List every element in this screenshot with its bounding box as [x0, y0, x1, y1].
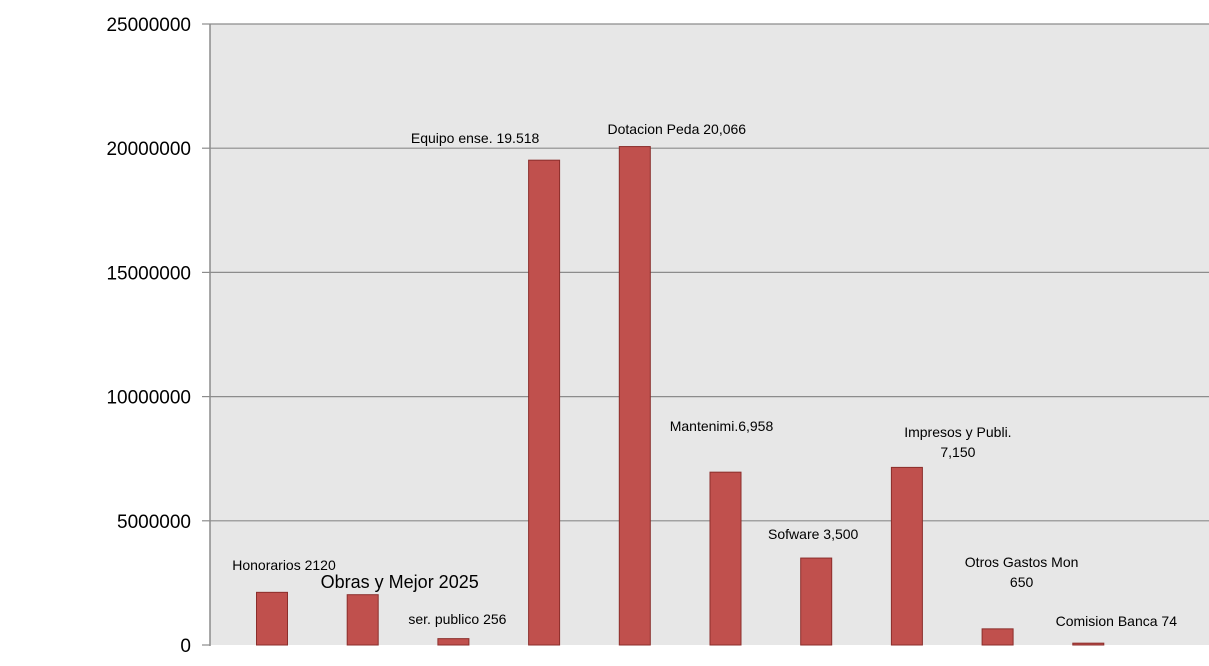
bar — [528, 159, 561, 646]
bar — [618, 146, 651, 646]
data-label: Obras y Mejor 2025 — [321, 572, 479, 592]
bar — [800, 557, 833, 646]
bar — [981, 628, 1014, 646]
bar — [256, 591, 288, 646]
bar — [1072, 642, 1105, 646]
data-label: Honorarios 2120 — [232, 557, 336, 573]
data-label: ser. publico 256 — [408, 611, 506, 627]
y-tick-label: 25000000 — [106, 15, 191, 36]
data-label: Comision Banca 74 — [1056, 613, 1178, 629]
bar — [709, 471, 742, 646]
data-label: Dotacion Peda 20,066 — [608, 121, 747, 137]
y-axis-ticks: 0 5000000 10000000 15000000 20000000 25000000 — [106, 15, 210, 657]
y-tick-label: 20000000 — [106, 139, 191, 160]
bar — [437, 638, 470, 646]
data-label: Otros Gastos Mon — [965, 554, 1079, 570]
y-tick-label: 15000000 — [106, 263, 191, 284]
y-tick-label: 0 — [180, 636, 191, 657]
data-label: Mantenimi.6,958 — [670, 418, 774, 434]
bar — [890, 466, 923, 646]
y-tick-label: 10000000 — [106, 388, 191, 409]
y-tick-label: 5000000 — [117, 512, 191, 533]
bar — [346, 594, 379, 646]
gridlines — [210, 23, 1209, 522]
data-label: Equipo ense. 19.518 — [411, 130, 540, 146]
data-label: 650 — [1010, 574, 1034, 590]
data-label: 7,150 — [940, 444, 975, 460]
data-label: Impresos y Publi. — [904, 424, 1011, 440]
data-label: Sofware 3,500 — [768, 526, 858, 542]
bars — [256, 146, 1105, 646]
